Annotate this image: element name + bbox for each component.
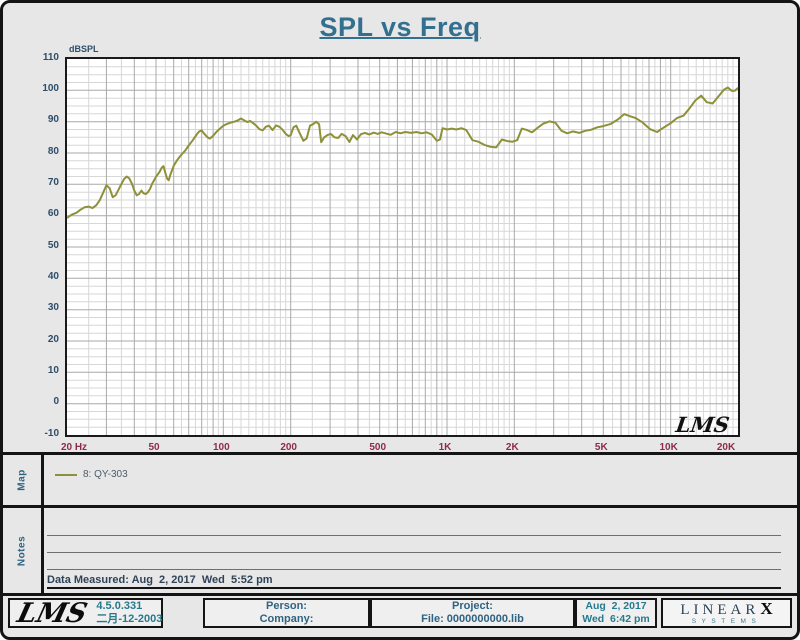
y-tick-label: 60: [47, 208, 59, 220]
notes-section: Notes Data Measured: Aug 2, 2017 Wed 5:5…: [3, 508, 797, 593]
legend-label: 8: QY-303: [83, 469, 128, 480]
y-tick-label: 80: [47, 145, 59, 157]
report-time: Wed 6:42 pm: [582, 613, 650, 625]
build-date: 二月-12-2003: [96, 613, 163, 625]
y-tick-label: 20: [47, 333, 59, 345]
spl-plot-area: LMS: [65, 57, 740, 437]
x-tick-label: 10K: [659, 442, 678, 453]
y-tick-label: 30: [47, 302, 59, 314]
map-section: Map 8: QY-303: [3, 455, 797, 505]
x-tick-label: 100: [212, 442, 230, 453]
person-cell: Person: Company:: [203, 598, 370, 628]
linearx-wordmark: LINEAR X: [680, 598, 773, 618]
page-title: SPL vs Freq: [319, 12, 481, 42]
y-tick-label: 90: [47, 114, 59, 126]
x-tick-label: 20 Hz: [60, 442, 88, 453]
map-label: Map: [16, 469, 28, 491]
company-label: Company:: [259, 613, 314, 625]
version-number: 4.5.0.331: [96, 600, 143, 612]
y-tick-label: 100: [42, 82, 59, 94]
notes-rule-line: [47, 535, 781, 536]
spl-curve: [67, 86, 738, 219]
x-axis-tick-labels: 20 Hz 50 100 200 500 1K 2K 5K 10K 20K: [61, 440, 740, 456]
notes-label-cell: Notes: [3, 508, 44, 593]
map-label-cell: Map: [3, 455, 44, 505]
x-tick-label: 1K: [438, 442, 452, 453]
brand-systems-text: SYSTEMS: [691, 617, 762, 625]
x-tick-label: 500: [369, 442, 387, 453]
y-tick-label: 50: [47, 239, 59, 251]
divider: [3, 593, 797, 596]
y-tick-label: 10: [47, 364, 59, 376]
x-tick-label: 5K: [594, 442, 608, 453]
y-axis-unit-label: dBSPL: [69, 44, 99, 54]
divider: [3, 505, 797, 508]
notes-rule-line: [47, 569, 781, 570]
lms-logo: LMS: [14, 597, 91, 629]
notes-rule-line: [47, 552, 781, 553]
x-tick-label: 200: [280, 442, 297, 453]
spl-curve-chart: [67, 59, 738, 435]
divider: [3, 452, 797, 455]
x-tick-label: 20K: [716, 442, 736, 453]
person-label: Person:: [266, 600, 307, 612]
y-tick-label: 70: [47, 176, 59, 188]
x-tick-label: 2K: [505, 442, 519, 453]
brand-linear-text: LINEAR: [680, 601, 760, 618]
version-cell: LMS 4.5.0.331 二月-12-2003: [8, 597, 163, 629]
y-tick-label: 0: [53, 396, 59, 408]
data-measured-text: Data Measured: Aug 2, 2017 Wed 5:52 pm: [47, 574, 781, 589]
datetime-cell: Aug 2, 2017 Wed 6:42 pm: [575, 598, 657, 628]
linearx-logo-cell: LINEAR X SYSTEMS: [661, 598, 792, 628]
y-axis-tick-labels: 110 100 90 80 70 60 50 40 30 20 10 0 -10: [3, 52, 61, 439]
y-tick-label: -10: [44, 427, 59, 439]
file-label: File: 0000000000.lib: [421, 613, 524, 625]
project-cell: Project: File: 0000000000.lib: [370, 598, 575, 628]
project-label: Project:: [452, 600, 493, 612]
legend-item: 8: QY-303: [55, 469, 128, 480]
notes-label: Notes: [16, 535, 28, 566]
lms-watermark: LMS: [674, 412, 731, 437]
footer-bar: LMS 4.5.0.331 二月-12-2003 Person: Company…: [3, 596, 797, 634]
report-date: Aug 2, 2017: [585, 600, 647, 612]
brand-x-letter: X: [760, 598, 773, 618]
x-tick-label: 50: [148, 442, 160, 453]
y-tick-label: 40: [47, 270, 59, 282]
legend-line-swatch: [55, 473, 77, 476]
y-tick-label: 110: [42, 51, 59, 63]
